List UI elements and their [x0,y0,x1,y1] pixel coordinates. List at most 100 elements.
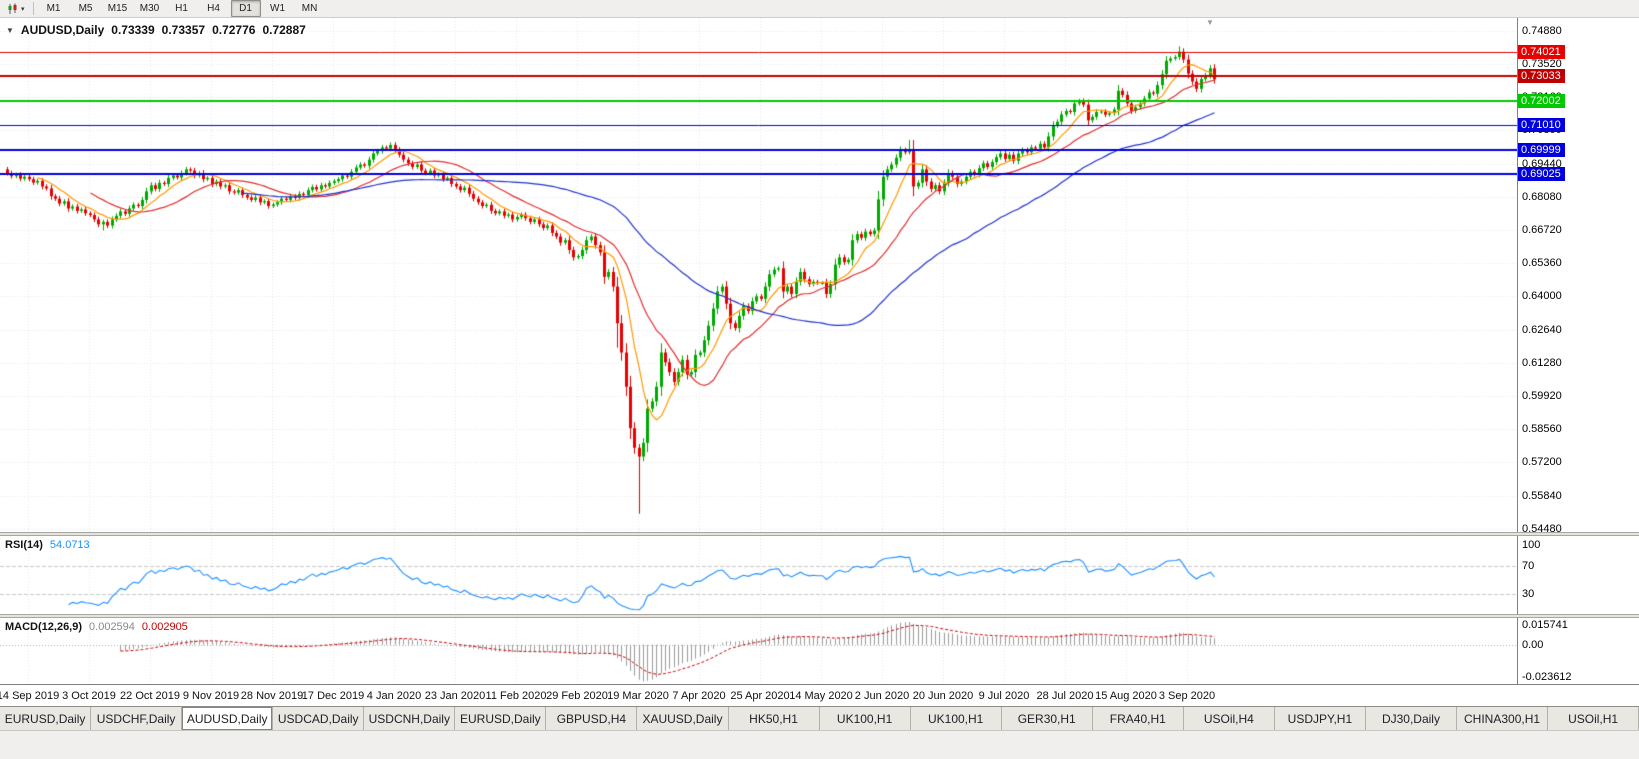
date-axis-label: 9 Nov 2019 [182,690,240,702]
price-axis-label: 0.65360 [1522,257,1562,269]
candlestick-chart-icon [8,3,17,14]
date-axis-label: 3 Oct 2019 [62,690,116,702]
chart-shift-marker[interactable]: ▼ [1206,18,1214,27]
timeframe-button-h1[interactable]: H1 [175,3,188,14]
top-toolbar: ▾ M1 M5 M15 M30 H1 H4 D1 W1 MN [0,0,1639,18]
date-axis-label: 11 Feb 2020 [485,690,547,702]
date-axis[interactable]: 14 Sep 2019 3 Oct 2019 22 Oct 2019 9 Nov 20… [0,684,1639,706]
chart-tab-hk50-h1[interactable]: HK50,H1 [728,707,820,730]
status-bar [0,730,1639,759]
date-axis-label: 28 Nov 2019 [240,690,304,702]
timeframe-button-m1[interactable]: M1 [46,3,61,14]
chart-tab-usoil-h4[interactable]: USOil,H4 [1183,707,1275,730]
rsi-header: RSI(14) 54.0713 [5,539,90,551]
chart-type-button[interactable]: ▾ [4,1,28,17]
price-axis-label: 0.59920 [1522,390,1562,402]
timeframe-button-m5[interactable]: M5 [78,3,93,14]
main-chart-panel[interactable]: ▼ AUDUSD,Daily 0.73339 0.73357 0.72776 0… [0,18,1518,532]
macd-signal-value: 0.002905 [141,621,188,633]
chart-tab-usdcnh-daily[interactable]: USDCNH,Daily [364,707,456,730]
price-axis-label: 0.61280 [1522,357,1562,369]
date-axis-label: 22 Oct 2019 [120,690,180,702]
rsi-axis-label: 100 [1522,539,1541,551]
price-level-badge: 0.69025 [1518,167,1565,181]
date-axis-label: 25 Apr 2020 [730,690,790,702]
price-level-badge: 0.73033 [1518,69,1565,83]
price-axis-label: 0.55840 [1522,490,1562,502]
chevron-down-icon: ▾ [21,5,25,13]
panel-splitter[interactable] [0,614,1639,618]
close-value: 0.72887 [262,23,306,37]
price-axis-label: 0.64000 [1522,290,1562,302]
chart-tab-uk100-h1[interactable]: UK100,H1 [819,707,911,730]
price-axis-label: 0.66720 [1522,224,1562,236]
chart-tab-china300-h1[interactable]: CHINA300,H1 [1457,707,1549,730]
macd-name: MACD(12,26,9) [5,621,83,633]
price-level-badge: 0.71010 [1518,118,1565,132]
macd-header: MACD(12,26,9) 0.002594 0.002905 [5,621,188,633]
chart-tab-uk100-h1[interactable]: UK100,H1 [910,707,1002,730]
chart-tab-ger30-h1[interactable]: GER30,H1 [1001,707,1093,730]
chart-tab-xauusd-daily[interactable]: XAUUSD,Daily [637,707,729,730]
chart-tab-gbpusd-h4[interactable]: GBPUSD,H4 [546,707,638,730]
rsi-axis-label: 70 [1522,560,1535,572]
macd-canvas[interactable] [0,618,1517,684]
price-axis[interactable]: 0.748800.735200.721600.708000.694400.680… [1518,18,1639,532]
date-axis-label: 15 Aug 2020 [1095,690,1157,702]
chart-tab-eurusd-daily[interactable]: EURUSD,Daily [455,707,547,730]
price-axis-label: 0.73520 [1522,58,1562,70]
timeframe-button-mn[interactable]: MN [301,3,318,14]
timeframe-button-m30[interactable]: M30 [139,3,160,14]
rsi-axis-label: 30 [1522,588,1535,600]
macd-axis-label: -0.023612 [1522,671,1572,683]
chart-menu-icon[interactable]: ▼ [6,25,14,35]
rsi-name: RSI(14) [5,539,43,551]
macd-axis-label: 0.00 [1522,639,1544,651]
chart-tab-usoil-h1[interactable]: USOil,H1 [1548,707,1639,730]
panel-splitter[interactable] [0,532,1639,536]
chart-tab-usdcad-daily[interactable]: USDCAD,Daily [273,707,365,730]
rsi-axis[interactable]: 100 70 30 [1518,536,1639,614]
price-axis-label: 0.58560 [1522,423,1562,435]
timeframe-button-w1[interactable]: W1 [270,3,286,14]
date-axis-label: 28 Jul 2020 [1036,690,1094,702]
chart-symbol-label: AUDUSD,Daily [20,23,105,37]
macd-panel[interactable]: MACD(12,26,9) 0.002594 0.002905 [0,618,1518,684]
date-axis-label: 20 Jun 2020 [912,690,974,702]
timeframe-button-m15[interactable]: M15 [107,3,128,14]
chart-tab-usdjpy-h1[interactable]: USDJPY,H1 [1274,707,1366,730]
date-axis-label: 4 Jan 2020 [366,690,422,702]
macd-axis-label: 0.015741 [1522,619,1568,631]
macd-axis[interactable]: 0.015741 0.00 -0.023612 [1518,618,1639,684]
price-level-badge: 0.72002 [1518,94,1565,108]
toolbar-separator [32,2,34,15]
price-axis-label: 0.68080 [1522,191,1562,203]
chart-tab-eurusd-daily[interactable]: EURUSD,Daily [0,707,92,730]
chart-tab-usdchf-daily[interactable]: USDCHF,Daily [91,707,183,730]
price-level-badge: 0.74021 [1518,45,1565,59]
chart-tab-fra40-h1[interactable]: FRA40,H1 [1092,707,1184,730]
high-value: 0.73357 [161,23,206,37]
open-value: 0.73339 [111,23,155,37]
macd-main-value: 0.002594 [89,621,135,633]
price-axis-label: 0.54480 [1522,523,1562,532]
rsi-value: 54.0713 [49,539,90,551]
date-axis-label: 2 Jun 2020 [854,690,910,702]
price-axis-label: 0.57200 [1522,456,1562,468]
rsi-panel[interactable]: RSI(14) 54.0713 [0,536,1518,614]
date-axis-label: 9 Jul 2020 [978,690,1030,702]
timeframe-button-h4[interactable]: H4 [207,3,220,14]
price-level-badge: 0.69999 [1518,143,1565,157]
low-value: 0.72776 [212,23,256,37]
main-chart-canvas[interactable] [0,18,1517,532]
timeframe-button-d1[interactable]: D1 [230,0,261,17]
date-axis-label: 23 Jan 2020 [424,690,486,702]
chart-tab-dj30-daily[interactable]: DJ30,Daily [1365,707,1457,730]
date-axis-label: 3 Sep 2020 [1158,690,1216,702]
chart-tab-audusd-daily[interactable]: AUDUSD,Daily [182,707,274,730]
price-axis-label: 0.62640 [1522,324,1562,336]
rsi-canvas[interactable] [0,536,1517,614]
date-axis-label: 19 Mar 2020 [607,690,669,702]
date-axis-label: 14 May 2020 [789,690,853,702]
date-axis-label: 7 Apr 2020 [672,690,726,702]
